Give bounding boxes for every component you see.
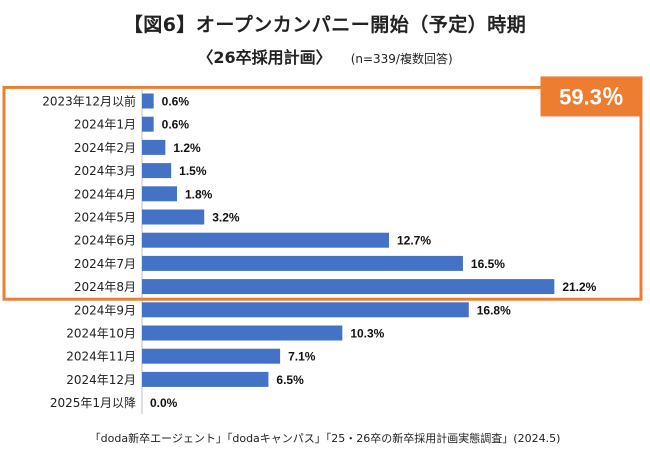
bar — [142, 209, 205, 225]
category-tick-label: 2025年1月以降 — [50, 396, 136, 410]
data-label: 1.5% — [179, 164, 207, 178]
bar — [142, 325, 343, 341]
bar — [142, 93, 154, 109]
bar — [142, 232, 390, 248]
category-tick-label: 2024年2月 — [74, 141, 136, 155]
highlight-callout-label: 59.3％ — [559, 84, 624, 109]
data-label: 16.5% — [471, 257, 505, 271]
bar-chart: 2023年12月以前 0.6% 2024年1月 0.6% 2024年2月 1.2% 2024… — [2, 76, 643, 415]
category-tick-label: 2024年11月 — [66, 350, 136, 364]
bar — [142, 116, 154, 132]
data-label: 1.8% — [185, 187, 213, 201]
category-tick-label: 2024年10月 — [66, 327, 136, 341]
data-label: 6.5% — [276, 373, 304, 387]
data-label: 21.2% — [562, 280, 596, 294]
category-tick-label: 2023年12月以前 — [42, 94, 136, 109]
bar — [142, 371, 269, 387]
bar — [142, 348, 281, 364]
category-tick-label: 2024年9月 — [74, 303, 136, 317]
bar — [142, 302, 469, 318]
data-label: 10.3% — [350, 327, 384, 341]
chart-subtitle: 〈26卒採用計画〉 — [197, 48, 332, 67]
category-tick-label: 2024年8月 — [74, 280, 136, 294]
highlight-callout — [540, 76, 643, 117]
bar — [142, 279, 555, 295]
bar — [142, 163, 172, 179]
category-tick-label: 2024年4月 — [74, 187, 136, 201]
data-label: 12.7% — [397, 234, 431, 248]
category-tick-label: 2024年7月 — [74, 257, 136, 271]
data-label: 7.1% — [288, 350, 316, 364]
highlight-box — [2, 85, 643, 301]
category-tick-label: 2024年6月 — [74, 234, 136, 248]
data-label: 0.0% — [150, 396, 178, 410]
data-label: 0.6% — [162, 118, 190, 132]
data-label: 1.2% — [173, 141, 201, 155]
subtitle-row: 〈26卒採用計画〉 (n=339/複数回答) — [0, 44, 650, 68]
category-tick-label: 2024年5月 — [74, 211, 136, 225]
category-tick-label: 2024年12月 — [66, 373, 136, 387]
chart-title: 【図6】オープンカンパニー開始（予定）時期 — [123, 14, 527, 36]
data-label: 16.8% — [477, 303, 511, 317]
data-label: 0.6% — [162, 95, 190, 109]
bar — [142, 139, 166, 155]
bar — [142, 186, 178, 202]
category-tick-label: 2024年1月 — [74, 118, 136, 132]
source-footer: 「doda新卒エージェント」「dodaキャンパス」「25・26卒の新卒採用計画実… — [89, 432, 561, 445]
bar — [142, 255, 463, 271]
sample-note: (n=339/複数回答) — [350, 52, 453, 66]
data-label: 3.2% — [212, 211, 240, 225]
category-tick-label: 2024年3月 — [74, 164, 136, 178]
